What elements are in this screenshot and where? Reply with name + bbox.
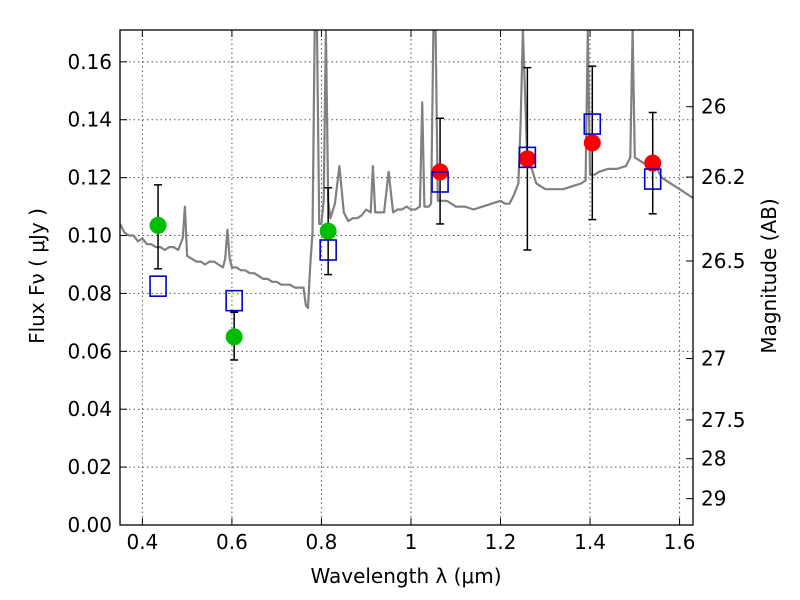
- y-axis-ticks: 0.00 0.02 0.04 0.06 0.08 0.10 0.12 0.14 0.16: [67, 50, 127, 537]
- x-tick-label: 0.8: [306, 530, 338, 554]
- plot-frame: [119, 29, 694, 526]
- y2-axis-ticks: 26 26.2 26.5 27 27.5 28 29: [686, 95, 746, 511]
- green-flux-point: [149, 216, 167, 234]
- x-tick-label: 0.4: [126, 530, 158, 554]
- spectrum-line: [120, 30, 693, 309]
- y-axis-label: Flux Fν ( μJy ): [25, 208, 49, 344]
- x-tick-label: 0.6: [216, 530, 248, 554]
- data-markers: [149, 113, 662, 346]
- model-spectrum: [120, 30, 693, 309]
- y2-axis-label: Magnitude (AB): [757, 198, 781, 353]
- x-tick-label: 1.2: [485, 530, 517, 554]
- y-tick-label: 0.10: [67, 224, 112, 248]
- y-tick-label: 0.02: [67, 455, 112, 479]
- model-flux-square: [643, 168, 662, 190]
- model-flux-square: [518, 146, 537, 169]
- model-flux-square: [431, 171, 449, 193]
- y2-tick-label: 27.5: [701, 408, 746, 432]
- red-flux-point: [518, 150, 536, 168]
- model-flux-square: [149, 275, 167, 297]
- y-tick-label: 0.14: [67, 108, 112, 132]
- red-flux-point: [583, 134, 601, 152]
- y2-tick-label: 26.5: [701, 249, 746, 273]
- x-tick-label: 1: [405, 530, 418, 554]
- green-flux-point: [225, 328, 243, 346]
- green-flux-point: [319, 222, 337, 240]
- grid: [120, 30, 693, 526]
- x-axis-label: Wavelength λ (μm): [310, 564, 501, 588]
- model-flux-square: [583, 113, 602, 135]
- y-tick-label: 0.00: [67, 513, 112, 537]
- x-tick-label: 1.6: [664, 530, 696, 554]
- y-tick-label: 0.16: [67, 50, 112, 74]
- x-axis-ticks: 0.4 0.6 0.8 1 1.2 1.4 1.6: [126, 30, 695, 554]
- y-tick-label: 0.06: [67, 339, 112, 363]
- y2-tick-label: 26: [701, 95, 726, 119]
- y2-tick-label: 28: [701, 447, 726, 471]
- model-flux-square: [319, 239, 337, 261]
- y2-tick-label: 27: [701, 347, 726, 371]
- x-tick-label: 1.4: [574, 530, 606, 554]
- red-flux-point: [644, 154, 662, 172]
- y-tick-label: 0.04: [67, 397, 112, 421]
- error-bars: [154, 65, 657, 361]
- y-tick-label: 0.12: [67, 166, 112, 190]
- y2-tick-label: 29: [701, 487, 726, 511]
- model-flux-square: [225, 289, 243, 312]
- y2-tick-label: 26.2: [701, 165, 746, 189]
- y-tick-label: 0.08: [67, 281, 112, 305]
